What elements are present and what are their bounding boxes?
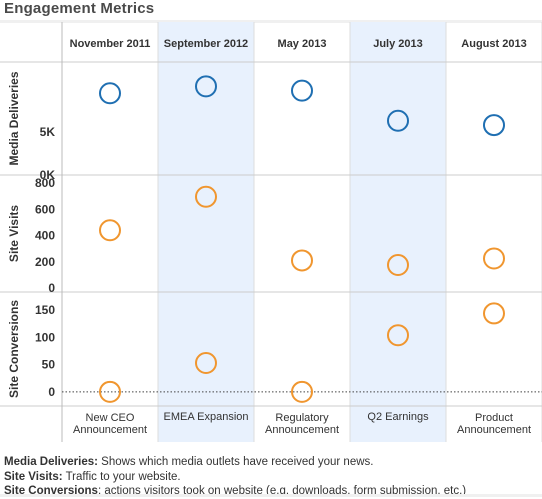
bottom-divider <box>0 494 542 497</box>
panel-2-tick-label: 400 <box>35 229 55 243</box>
column-event-label: New CEO <box>86 412 135 424</box>
panel-1-point <box>99 82 121 105</box>
panel-1-ylabel: Media Deliveries <box>7 71 21 165</box>
panel-3-tick-label: 0 <box>48 385 55 399</box>
panel-3-tick-label: 150 <box>35 303 55 317</box>
top-divider <box>0 20 542 23</box>
column-date-label: July 2013 <box>373 38 423 50</box>
panel-3-point <box>483 302 505 325</box>
engagement-chart: November 2011 September 2012 May 2013 July … <box>0 22 542 442</box>
column-event-label: Announcement <box>265 424 339 436</box>
panel-3-point <box>291 380 313 403</box>
panel-1-tick-label: 0K <box>40 168 56 182</box>
legend-notes: Media Deliveries: Shows which media outl… <box>4 455 466 499</box>
panel-3-point <box>99 380 121 403</box>
column-event-label: EMEA Expansion <box>164 411 249 423</box>
panel-2-tick-label: 0 <box>48 281 55 295</box>
panel-3-tick-label: 50 <box>42 358 56 372</box>
chart-title: Engagement Metrics <box>4 0 155 17</box>
column-event-label: Regulatory <box>275 412 329 424</box>
column-event-label: Announcement <box>457 424 531 436</box>
panel-2-tick-label: 800 <box>35 176 55 190</box>
column-event-label: Q2 Earnings <box>367 411 429 423</box>
panel-3-point <box>387 324 409 347</box>
note-media-deliveries: Media Deliveries: Shows which media outl… <box>4 456 374 468</box>
panel-1-point <box>387 109 409 132</box>
panel-2-point <box>195 185 217 208</box>
panel-2-point <box>291 249 313 272</box>
column-date-label: November 2011 <box>70 38 151 50</box>
column-date-label: September 2012 <box>164 38 248 50</box>
panel-3-tick-label: 100 <box>35 330 55 344</box>
column-event-label: Product <box>475 412 513 424</box>
column-event-label: Announcement <box>73 424 147 436</box>
panel-1-point <box>291 79 313 102</box>
panel-2-point <box>99 219 121 242</box>
panel-3-ylabel: Site Conversions <box>7 300 21 398</box>
panel-1-tick-label: 5K <box>40 125 56 139</box>
column-shade-2 <box>158 22 254 442</box>
panel-1-point <box>195 75 217 98</box>
panel-2-ylabel: Site Visits <box>7 205 21 262</box>
panel-3-point <box>195 351 217 374</box>
column-date-label: August 2013 <box>461 38 526 50</box>
panel-2-point <box>387 254 409 277</box>
panel-2-tick-label: 200 <box>35 255 55 269</box>
panel-1-point <box>483 114 505 137</box>
panel-2-point <box>483 247 505 270</box>
column-date-label: May 2013 <box>278 38 327 50</box>
panel-2-tick-label: 600 <box>35 202 55 216</box>
note-site-visits: Site Visits: Traffic to your website. <box>4 470 181 483</box>
column-shade-4 <box>350 22 446 442</box>
